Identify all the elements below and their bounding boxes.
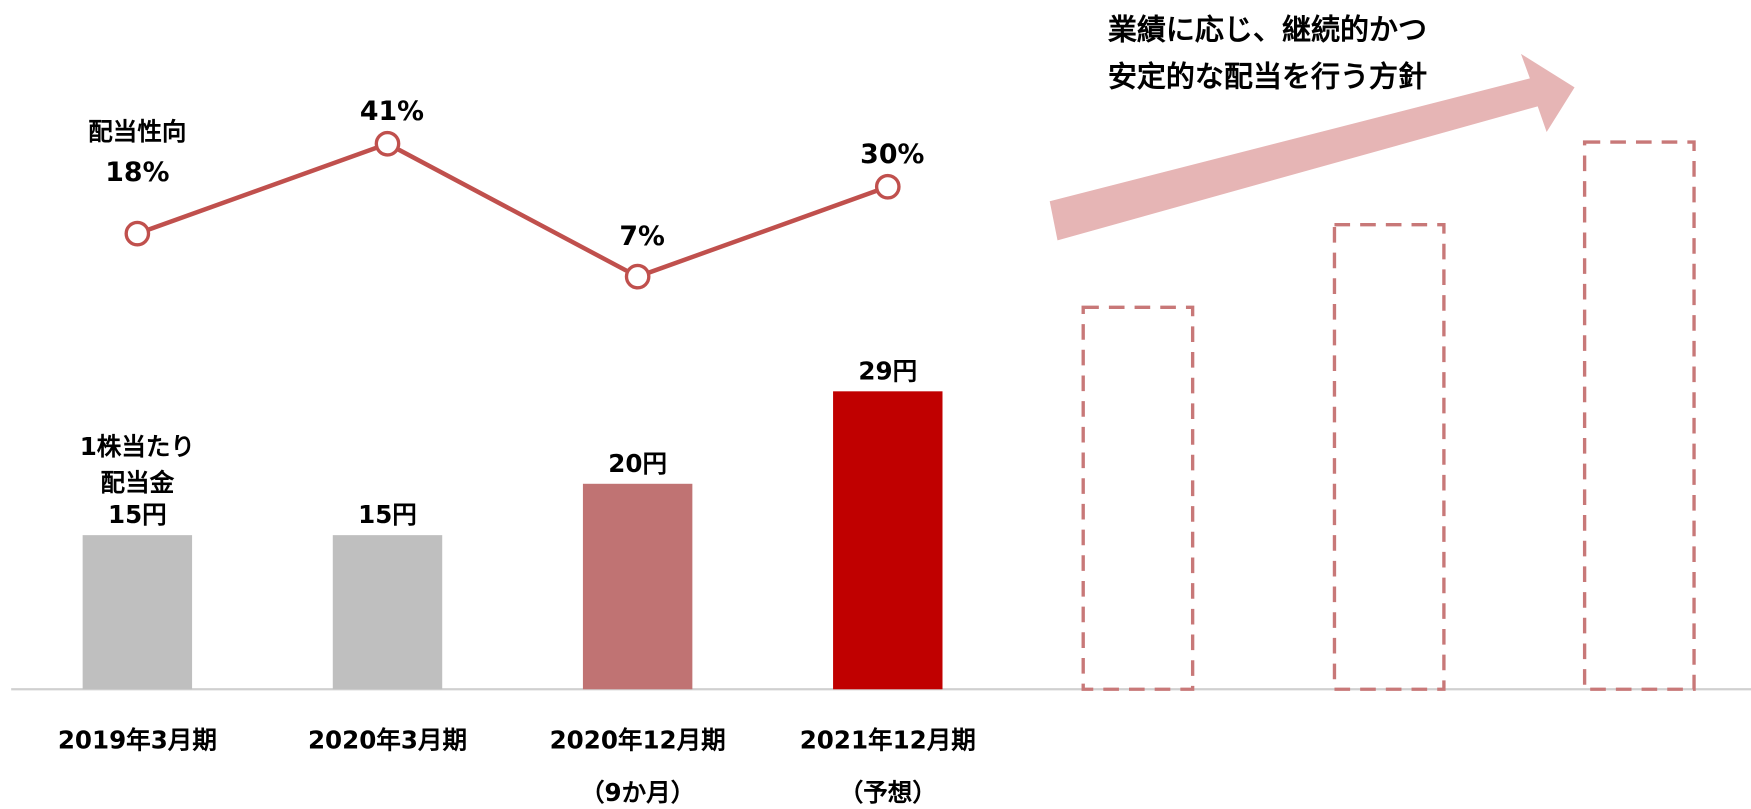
x-tick-label: 2019年3月期 — [58, 726, 217, 755]
x-tick-label: 2021年12月期 — [800, 726, 976, 755]
bar — [332, 535, 443, 690]
line-point — [374, 130, 401, 157]
data-label: 7% — [619, 221, 664, 252]
line-point — [624, 263, 651, 290]
line — [136, 141, 889, 280]
bar — [82, 535, 193, 690]
arrow — [1049, 53, 1575, 241]
bar — [582, 483, 693, 690]
data-label: 41% — [360, 96, 424, 127]
data-label: 30% — [860, 139, 924, 170]
data-label: 29円 — [858, 356, 917, 385]
series-label-part: 1株当たり — [80, 432, 195, 461]
line-point — [874, 173, 901, 200]
annotation: 安定的な配当を行う方針 — [1108, 59, 1427, 93]
data-label: 15円 — [108, 500, 167, 529]
data-label: 15円 — [358, 500, 417, 529]
annotation: 業績に応じ、継続的かつ — [1108, 13, 1427, 47]
x-tick-note: （9か月） — [580, 778, 695, 807]
series-label-part: 配当金 — [101, 468, 175, 497]
bar — [833, 391, 943, 690]
data-label: 20円 — [608, 449, 667, 478]
x-tick-note: （予想） — [839, 778, 937, 807]
future-bar — [1332, 223, 1446, 691]
future-bar — [1582, 140, 1696, 691]
x-tick-label: 2020年12月期 — [550, 726, 726, 755]
line-point — [124, 220, 151, 247]
series-label: 1株当たり配当金 — [80, 432, 195, 497]
future-bars — [1081, 140, 1696, 691]
series-label: 配当性向 — [88, 117, 186, 146]
future-bar — [1081, 305, 1195, 691]
data-label: 18% — [105, 157, 169, 188]
x-tick-label: 2020年3月期 — [308, 726, 467, 755]
